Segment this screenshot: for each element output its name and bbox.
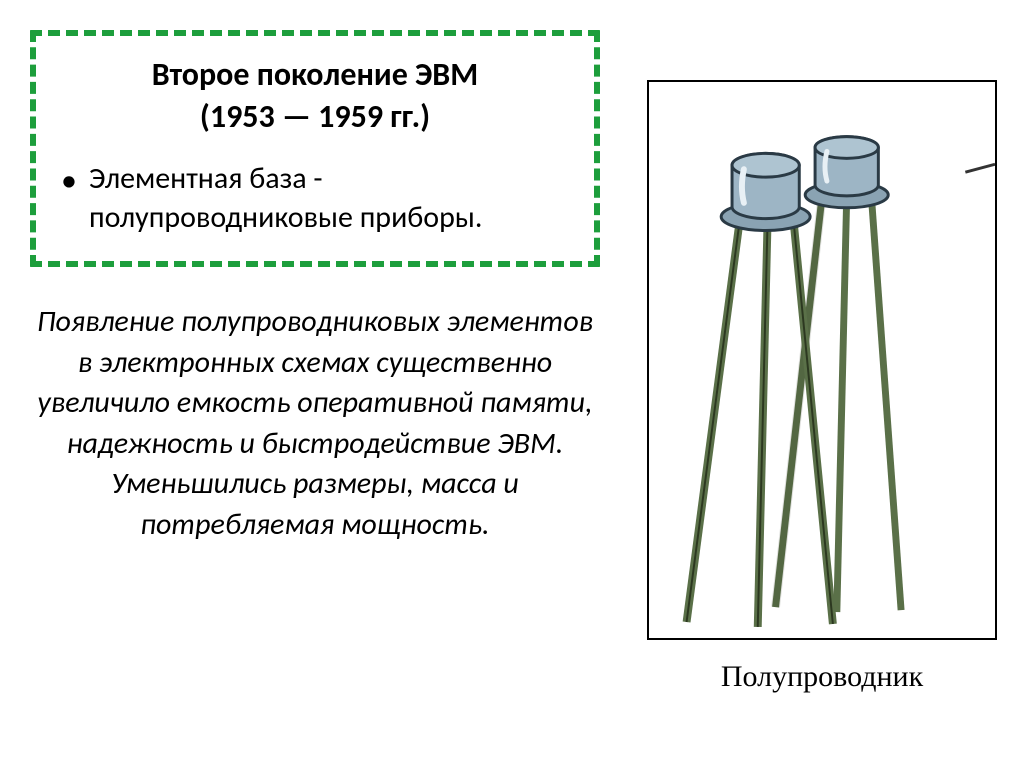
title-box: Второе поколение ЭВМ (1953 — 1959 гг.) •… (30, 30, 600, 267)
slide-root: Второе поколение ЭВМ (1953 — 1959 гг.) •… (0, 0, 1024, 767)
right-column: Полупроводник (620, 0, 1024, 767)
transistor-image-frame (647, 80, 997, 640)
title-line-1: Второе поколение ЭВМ (61, 54, 569, 96)
bullet-dot-icon: • (61, 159, 89, 197)
body-paragraph: Появление полупроводниковых элементов в … (30, 302, 600, 545)
left-column: Второе поколение ЭВМ (1953 — 1959 гг.) •… (0, 0, 620, 767)
transistor-illustration (649, 82, 995, 638)
bullet-text: Элементная база - полупроводниковые приб… (89, 159, 569, 237)
bullet-row: • Элементная база - полупроводниковые пр… (61, 159, 569, 237)
title-block: Второе поколение ЭВМ (1953 — 1959 гг.) (61, 54, 569, 137)
title-line-2: (1953 — 1959 гг.) (61, 96, 569, 138)
image-caption: Полупроводник (620, 660, 1024, 694)
